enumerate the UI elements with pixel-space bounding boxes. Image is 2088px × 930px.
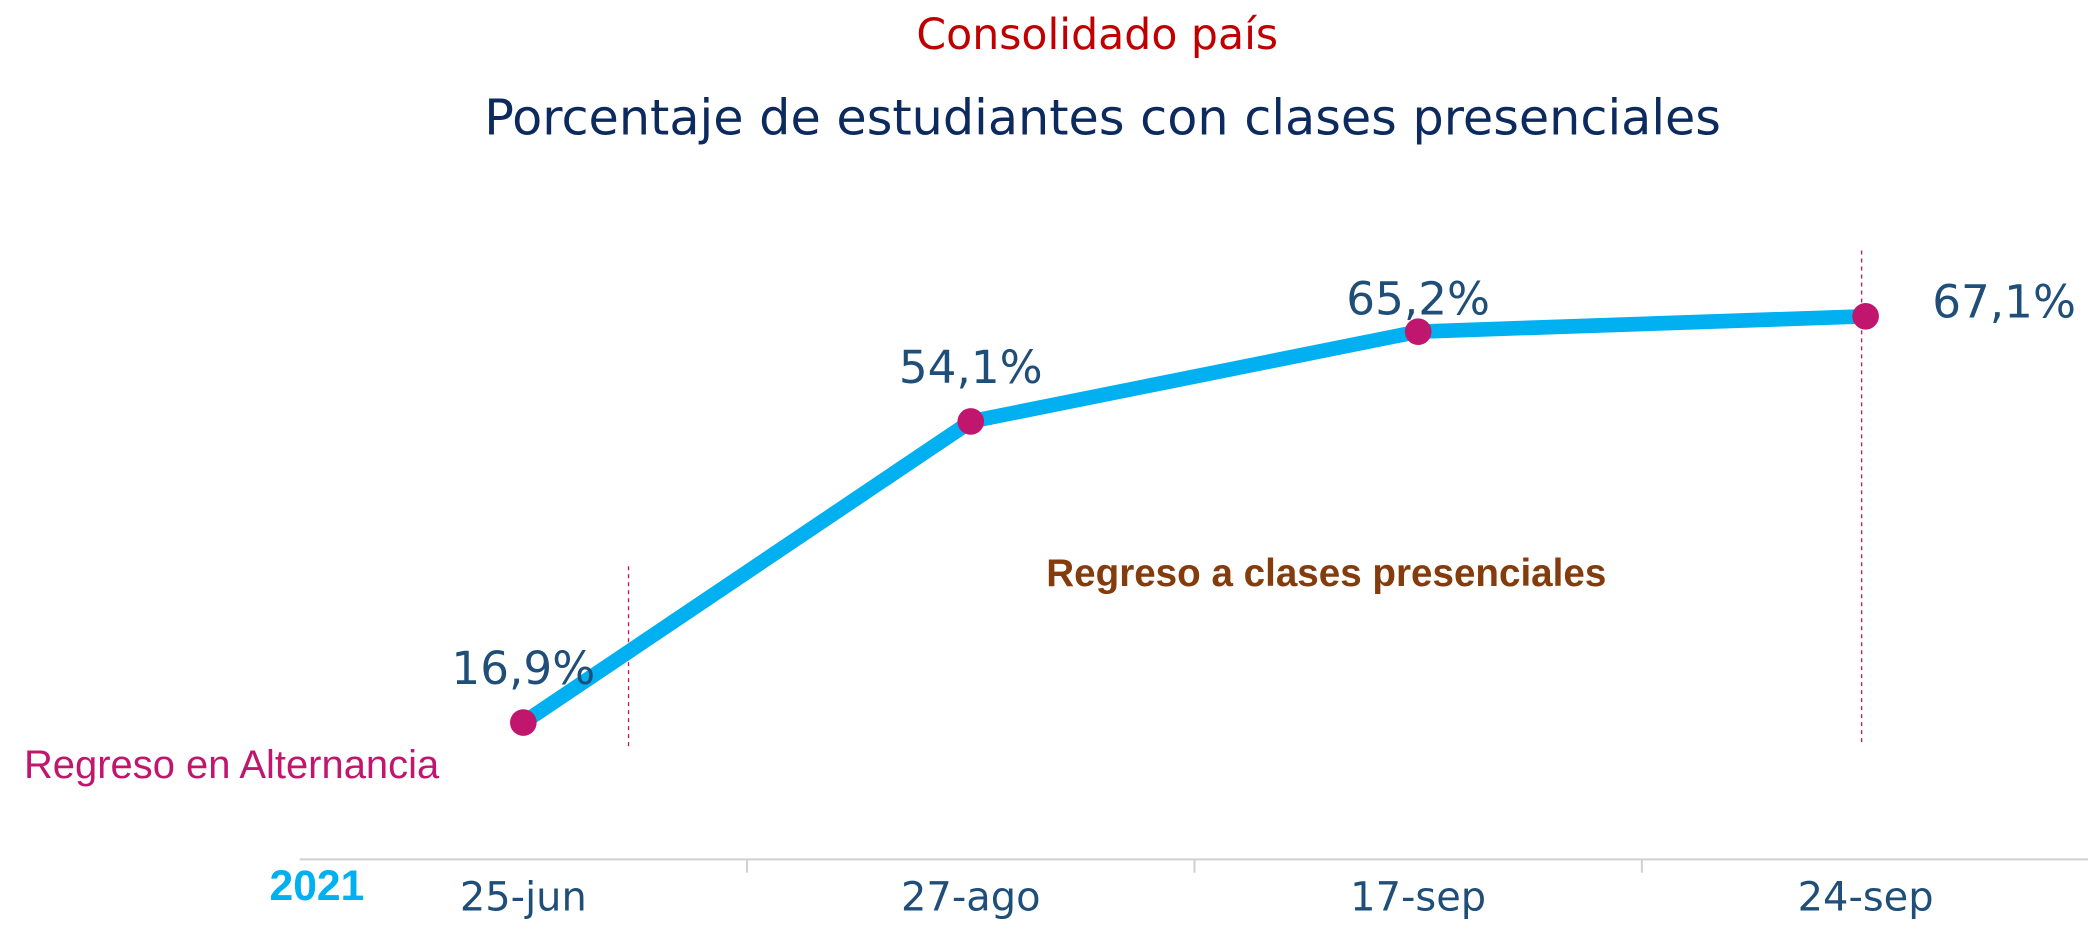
data-label: 16,9% xyxy=(451,642,595,695)
x-tick-label: 24-sep xyxy=(1798,874,1934,920)
data-label: 54,1% xyxy=(899,341,1043,394)
annotation: Regreso a clases presenciales xyxy=(1046,552,1606,595)
data-label: 67,1% xyxy=(1932,276,2076,329)
data-line xyxy=(519,308,1866,729)
data-label: 65,2% xyxy=(1346,272,1490,325)
annotation: Regreso en Alternancia xyxy=(24,743,440,787)
data-point xyxy=(1404,318,1432,345)
data-point xyxy=(510,709,537,736)
chart-subtitle: Consolidado país xyxy=(916,10,1278,60)
x-tick-label: 27-ago xyxy=(901,874,1041,920)
data-point xyxy=(957,408,985,435)
x-tick-label: 25-jun xyxy=(460,874,587,920)
chart-title: Porcentaje de estudiantes con clases pre… xyxy=(484,89,1721,147)
data-point xyxy=(1852,302,1879,330)
x-axis-label: 2021 xyxy=(270,862,365,910)
x-tick-label: 17-sep xyxy=(1350,874,1486,920)
